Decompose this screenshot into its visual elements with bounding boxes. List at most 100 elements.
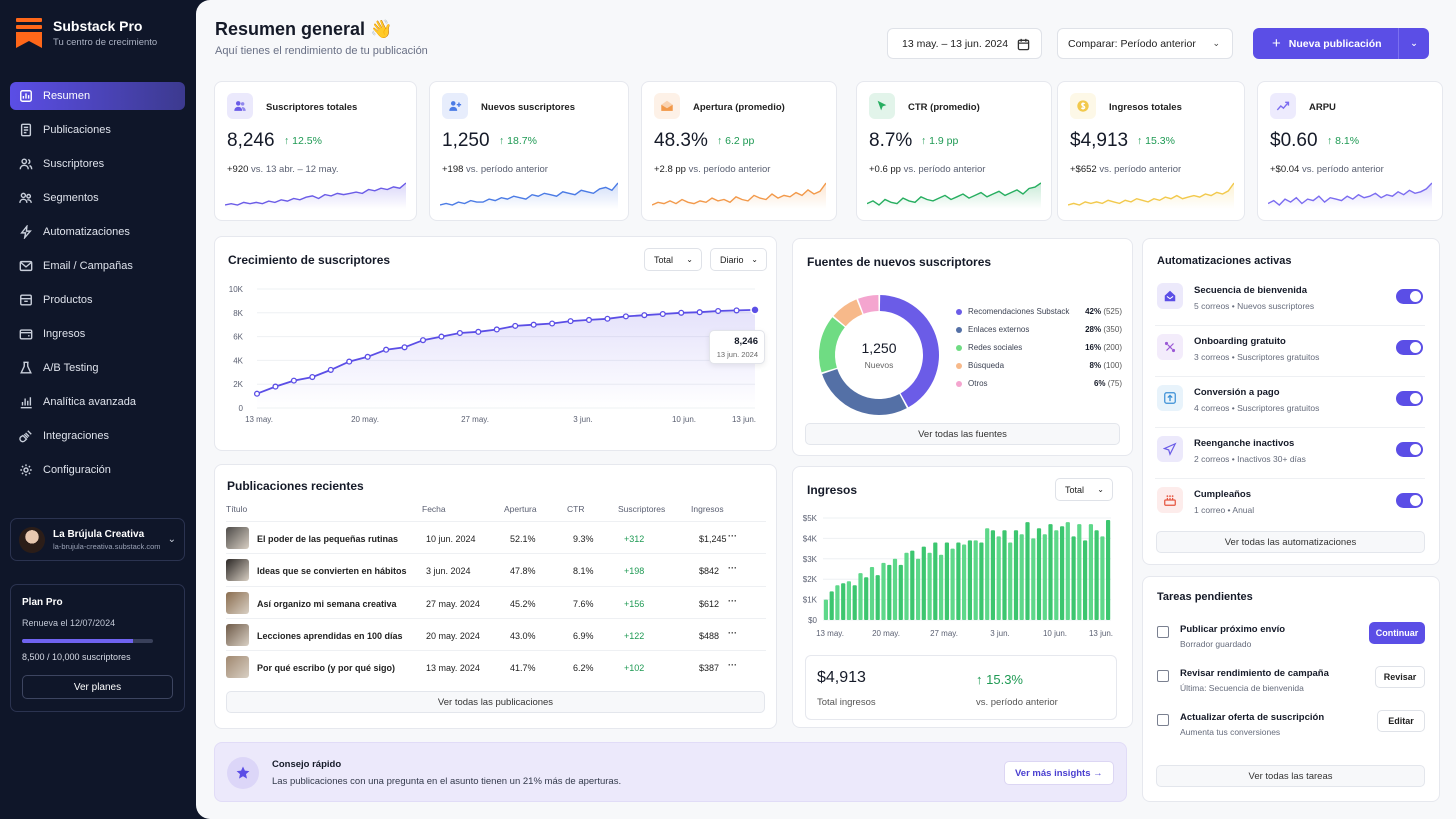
donut-slice[interactable] <box>822 369 907 415</box>
revenue-bar[interactable] <box>1094 530 1099 620</box>
automation-item[interactable]: Onboarding gratuito 3 correos • Suscripto… <box>1155 327 1425 377</box>
sidebar-item-suscriptores[interactable]: Suscriptores <box>10 150 185 178</box>
kpi-card-2[interactable]: Apertura (promedio) 48.3% ↑ 6.2 pp +2.8 pp … <box>641 81 837 221</box>
revenue-bar[interactable] <box>1088 524 1093 620</box>
sidebar-item-integraciones[interactable]: Integraciones <box>10 422 185 450</box>
revenue-bar[interactable] <box>835 585 840 620</box>
more-options-icon[interactable]: ··· <box>728 627 737 638</box>
revenue-bar[interactable] <box>927 552 932 620</box>
donut-slice[interactable] <box>858 295 879 314</box>
sidebar-item-publicaciones[interactable]: Publicaciones <box>10 116 185 144</box>
kpi-card-4[interactable]: Ingresos totales $4,913 ↑ 15.3% +$652 vs. p… <box>1057 81 1245 221</box>
growth-point[interactable] <box>750 305 760 315</box>
revenue-bar[interactable] <box>921 546 926 620</box>
table-row[interactable]: Lecciones aprendidas en 100 días 20 may. … <box>226 617 766 650</box>
new-post-menu-toggle[interactable]: ⌄ <box>1398 28 1429 59</box>
sidebar-item-segmentos[interactable]: Segmentos <box>10 184 185 212</box>
growth-point[interactable] <box>604 315 611 322</box>
more-options-icon[interactable]: ··· <box>728 531 737 541</box>
growth-point[interactable] <box>309 374 316 381</box>
growth-point[interactable] <box>253 390 261 397</box>
revenue-bar[interactable] <box>864 577 869 620</box>
revenue-bar[interactable] <box>841 583 846 620</box>
automation-item[interactable]: Secuencia de bienvenida 5 correos • Nuevo… <box>1155 276 1425 326</box>
revenue-bar[interactable] <box>956 542 961 621</box>
growth-point[interactable] <box>549 320 556 327</box>
sidebar-item-a-b-testing[interactable]: A/B Testing <box>10 354 185 382</box>
new-post-button[interactable]: + Nueva publicación ⌄ <box>1253 28 1429 59</box>
revenue-bar[interactable] <box>875 575 880 620</box>
brand[interactable]: Substack Pro Tu centro de crecimiento <box>16 18 157 48</box>
automation-toggle[interactable] <box>1396 493 1423 508</box>
automation-toggle[interactable] <box>1396 442 1423 457</box>
sidebar-item-email-campanas[interactable]: Email / Campañas <box>10 252 185 280</box>
revenue-bar[interactable] <box>916 558 921 620</box>
growth-point[interactable] <box>290 377 297 384</box>
task-action-button[interactable]: Continuar <box>1369 622 1425 644</box>
sidebar-item-automatizaciones[interactable]: Automatizaciones <box>10 218 185 246</box>
more-options-icon[interactable]: ··· <box>728 595 737 606</box>
task-action-button[interactable]: Editar <box>1377 710 1425 732</box>
revenue-bar[interactable] <box>1100 536 1105 620</box>
table-row[interactable]: Así organizo mi semana creativa 27 may. 2… <box>226 585 766 618</box>
revenue-bar[interactable] <box>973 540 978 620</box>
kpi-card-5[interactable]: ARPU $0.60 ↑ 8.1% +$0.04 vs. período anteri… <box>1257 81 1443 221</box>
sidebar-item-analitica-avanzada[interactable]: Analítica avanzada <box>10 388 185 416</box>
more-options-icon[interactable]: ··· <box>728 660 737 671</box>
revenue-bar[interactable] <box>910 550 915 620</box>
growth-point[interactable] <box>512 322 519 329</box>
revenue-bar[interactable] <box>1065 522 1070 620</box>
sidebar-item-productos[interactable]: Productos <box>10 286 185 314</box>
growth-point[interactable] <box>456 329 463 337</box>
kpi-card-1[interactable]: Nuevos suscriptores 1,250 ↑ 18.7% +198 vs. … <box>429 81 629 221</box>
revenue-bar[interactable] <box>1083 540 1088 620</box>
growth-point[interactable] <box>401 344 408 351</box>
automation-item[interactable]: Cumpleaños 1 correo • Anual <box>1155 480 1425 530</box>
revenue-bar[interactable] <box>1002 530 1007 620</box>
revenue-bar[interactable] <box>1042 534 1047 620</box>
account-switcher[interactable]: La Brújula Creativa la-brujula-creativa.… <box>10 518 185 561</box>
revenue-bar[interactable] <box>950 548 955 620</box>
growth-point[interactable] <box>641 312 648 319</box>
growth-point[interactable] <box>272 383 279 390</box>
table-row[interactable]: Ideas que se convierten en hábitos 3 jun.… <box>226 553 766 585</box>
revenue-bar[interactable] <box>892 558 898 620</box>
revenue-bar[interactable] <box>944 542 949 621</box>
revenue-bar[interactable] <box>933 542 938 621</box>
growth-point[interactable] <box>383 346 390 353</box>
growth-point[interactable] <box>419 337 427 344</box>
view-plans-button[interactable]: Ver planes <box>22 675 173 699</box>
revenue-bar[interactable] <box>904 552 909 620</box>
revenue-bar[interactable] <box>990 530 995 620</box>
growth-point[interactable] <box>530 321 537 328</box>
growth-point[interactable] <box>733 307 740 314</box>
table-row[interactable]: El poder de las pequeñas rutinas 10 jun. … <box>226 521 766 553</box>
growth-point[interactable] <box>585 316 593 323</box>
sidebar-item-resumen[interactable]: Resumen <box>10 82 185 110</box>
revenue-bar[interactable] <box>967 540 972 620</box>
revenue-bar[interactable] <box>829 591 834 620</box>
growth-metric-select[interactable]: Total ⌄ <box>644 248 702 271</box>
growth-point[interactable] <box>475 328 482 335</box>
automation-toggle[interactable] <box>1396 340 1423 355</box>
donut-slice[interactable] <box>879 295 939 408</box>
sidebar-item-ingresos[interactable]: Ingresos <box>10 320 185 348</box>
table-row[interactable]: Por qué escribo (y por qué sigo) 13 may. … <box>226 650 766 682</box>
automation-item[interactable]: Conversión a pago 4 correos • Suscriptore… <box>1155 378 1425 428</box>
donut-slice[interactable] <box>819 317 845 373</box>
view-all-tasks-button[interactable]: Ver todas las tareas <box>1156 765 1425 787</box>
revenue-bar[interactable] <box>996 536 1001 620</box>
sidebar-item-configuracion[interactable]: Configuración <box>10 456 185 484</box>
revenue-bar[interactable] <box>979 542 984 621</box>
growth-point[interactable] <box>438 333 445 340</box>
growth-period-select[interactable]: Diario ⌄ <box>710 248 767 271</box>
revenue-bar[interactable] <box>881 562 886 620</box>
revenue-bar[interactable] <box>939 554 944 620</box>
automation-item[interactable]: Reenganche inactivos 2 correos • Inactivo… <box>1155 429 1425 479</box>
view-all-sources-button[interactable]: Ver todas las fuentes <box>805 423 1120 445</box>
revenue-bar[interactable] <box>846 581 851 620</box>
growth-point[interactable] <box>678 309 685 316</box>
revenue-bar[interactable] <box>1008 542 1013 621</box>
growth-point[interactable] <box>567 318 574 325</box>
growth-point[interactable] <box>659 310 666 318</box>
